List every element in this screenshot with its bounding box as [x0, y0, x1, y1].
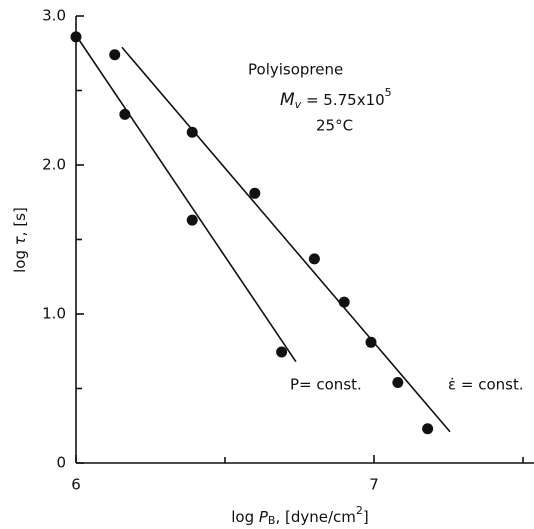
- data-point: [422, 423, 434, 435]
- annotation-temperature: 25°C: [316, 117, 353, 135]
- mw-sub: v: [295, 98, 302, 111]
- annotation-mw: Mv = 5.75x105: [280, 86, 392, 111]
- annotation-material: Polyisoprene: [248, 61, 343, 79]
- series-label: P= const.: [290, 376, 362, 394]
- y-label-part: log: [11, 245, 29, 273]
- x-label-part: log: [231, 508, 259, 526]
- data-point: [276, 346, 288, 358]
- series-label: ε̇ = const.: [448, 376, 524, 394]
- data-point: [186, 214, 198, 226]
- y-tick-label: 0: [56, 454, 66, 472]
- data-point: [392, 377, 404, 389]
- x-label-part: B: [268, 514, 276, 527]
- y-tick-label: 2.0: [42, 156, 66, 174]
- fit-line: [121, 46, 451, 433]
- x-axis-label: log PB, [dyne/cm2]: [231, 504, 369, 527]
- y-label-part: , [s]: [11, 207, 29, 236]
- y-tick-label: 3.0: [42, 7, 66, 25]
- x-label-part: P: [259, 508, 269, 526]
- data-point: [308, 253, 320, 265]
- mw-text: = 5.75x10: [301, 91, 384, 109]
- data-point: [70, 31, 82, 43]
- mw-var: M: [280, 90, 295, 110]
- data-point: [119, 108, 131, 120]
- x-tick-label: 6: [71, 476, 81, 494]
- x-tick-label: 7: [369, 476, 379, 494]
- data-point: [186, 126, 198, 138]
- x-label-part: 2: [356, 504, 363, 517]
- y-label-part: τ: [11, 235, 29, 245]
- data-point: [338, 296, 350, 308]
- data-point: [365, 336, 377, 348]
- data-point: [109, 49, 121, 61]
- x-label-part: ]: [363, 508, 369, 526]
- mw-sup: 5: [385, 86, 392, 99]
- y-tick-label: 1.0: [42, 305, 66, 323]
- x-label-part: , [dyne/cm: [275, 508, 355, 526]
- y-axis-label: log τ, [s]: [11, 207, 29, 273]
- data-point: [249, 187, 261, 199]
- fit-line: [75, 34, 297, 363]
